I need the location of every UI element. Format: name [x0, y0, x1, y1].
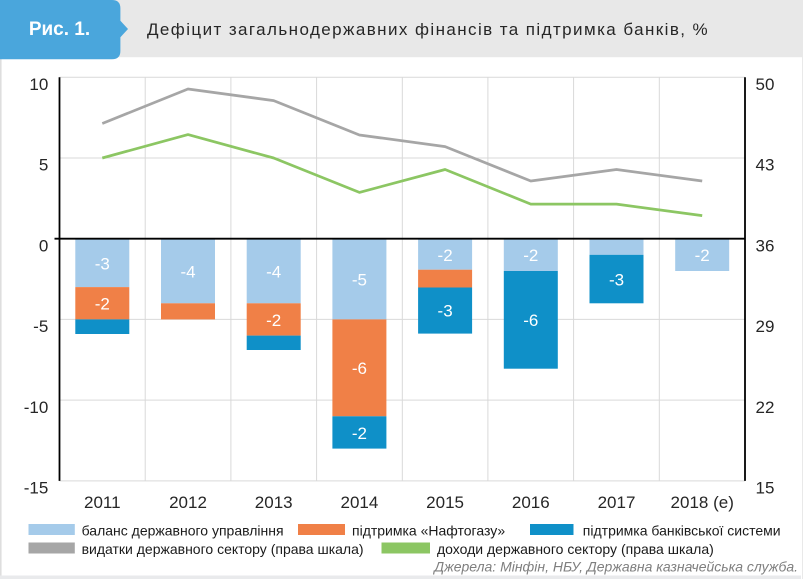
svg-text:-4: -4 [180, 262, 195, 281]
svg-text:-2: -2 [695, 246, 710, 265]
svg-text:-3: -3 [609, 270, 624, 289]
svg-text:баланс державного управління: баланс державного управління [82, 523, 284, 539]
svg-text:-6: -6 [523, 311, 538, 330]
svg-text:2015: 2015 [426, 493, 464, 512]
svg-text:2012: 2012 [169, 493, 207, 512]
svg-text:-2: -2 [266, 311, 281, 330]
svg-text:-15: -15 [24, 479, 49, 498]
svg-text:-2: -2 [523, 246, 538, 265]
svg-text:Дефіцит загальнодержавних фіна: Дефіцит загальнодержавних фінансів та пі… [147, 20, 709, 39]
svg-text:-3: -3 [95, 254, 110, 273]
svg-text:-5: -5 [33, 317, 48, 336]
svg-text:50: 50 [756, 75, 775, 94]
svg-text:15: 15 [756, 479, 775, 498]
svg-text:-3: -3 [438, 302, 453, 321]
svg-text:-2: -2 [352, 424, 367, 443]
svg-text:-2: -2 [95, 295, 110, 314]
svg-text:-4: -4 [266, 262, 281, 281]
svg-text:2011: 2011 [84, 493, 121, 512]
svg-text:-10: -10 [24, 398, 49, 417]
svg-text:2018 (е): 2018 (е) [671, 493, 734, 512]
svg-text:22: 22 [756, 398, 775, 417]
svg-text:10: 10 [29, 75, 48, 94]
svg-text:0: 0 [39, 236, 48, 255]
svg-text:-2: -2 [438, 246, 453, 265]
svg-text:29: 29 [756, 317, 775, 336]
svg-text:підтримка банківської системи: підтримка банківської системи [583, 523, 781, 539]
svg-text:5: 5 [39, 156, 48, 175]
svg-text:доходи державного сектору (пра: доходи державного сектору (права шкала) [437, 541, 714, 557]
svg-text:-5: -5 [352, 270, 367, 289]
svg-text:2014: 2014 [340, 493, 378, 512]
svg-text:2016: 2016 [512, 493, 550, 512]
svg-text:підтримка «Нафтогазу»: підтримка «Нафтогазу» [352, 523, 505, 539]
svg-text:-6: -6 [352, 359, 367, 378]
svg-text:Джерела: Мінфін, НБУ, Державна: Джерела: Мінфін, НБУ, Державна казначейс… [432, 559, 798, 575]
svg-text:36: 36 [756, 236, 775, 255]
svg-text:2017: 2017 [598, 493, 636, 512]
svg-text:видатки державного сектору (пр: видатки державного сектору (права шкала) [82, 541, 364, 557]
svg-text:43: 43 [756, 156, 775, 175]
svg-text:Рис. 1.: Рис. 1. [29, 19, 90, 40]
svg-text:2013: 2013 [255, 493, 293, 512]
